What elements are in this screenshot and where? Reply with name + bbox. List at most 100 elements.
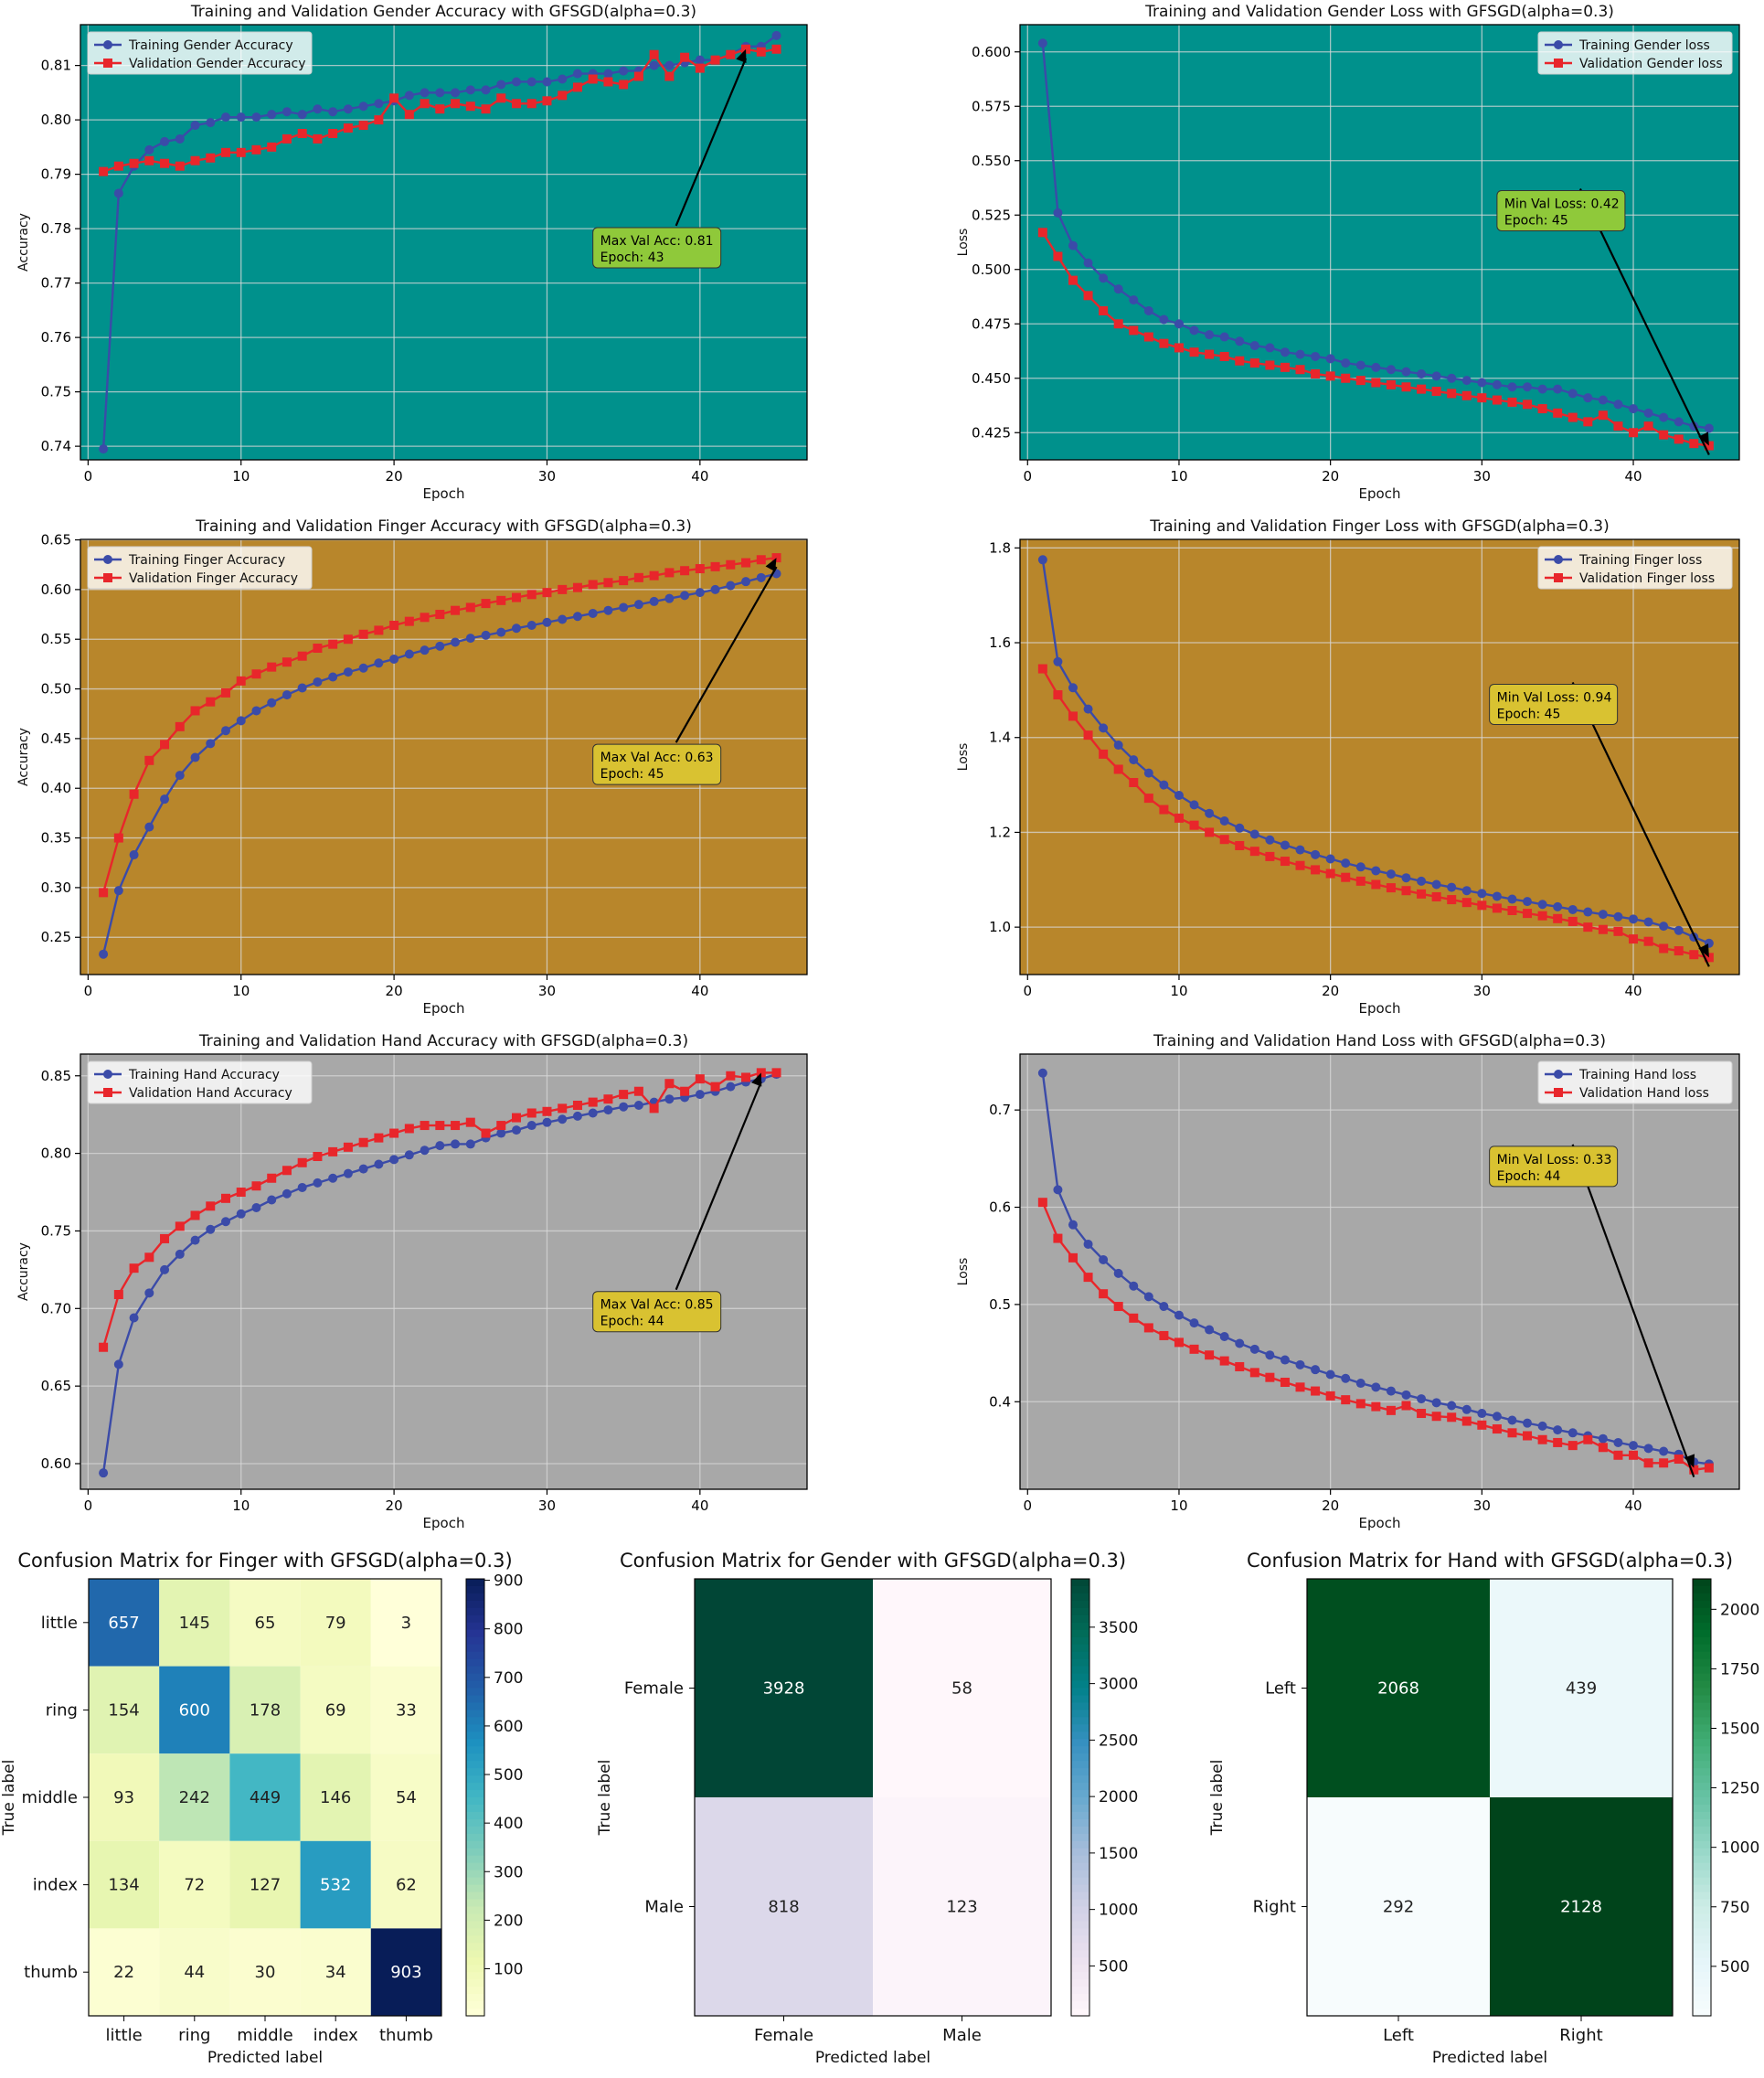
- cm-finger-cell-value: 146: [320, 1788, 351, 1807]
- cm-hand-colorbar-segment: [1693, 1987, 1711, 1995]
- finger-loss-training-point: [1461, 886, 1472, 896]
- gender-acc-validation-point: [267, 142, 277, 152]
- hand-loss-validation-point: [1567, 1441, 1578, 1451]
- cm-gender-colorbar: [1070, 1578, 1090, 2017]
- hand-acc-validation-point: [726, 1071, 736, 1081]
- hand-acc-validation-point: [526, 1108, 537, 1118]
- cm-gender-colorbar-tick-label: 2500: [1099, 1732, 1138, 1750]
- cm-finger-colorbar-segment: [466, 1994, 484, 2002]
- cm-finger-xtick-label: middle: [237, 2026, 292, 2045]
- hand-loss-validation-point: [1219, 1356, 1229, 1366]
- gender-loss-training-point: [1311, 351, 1321, 361]
- finger-loss-annotation-line2: Epoch: 45: [1497, 707, 1561, 721]
- hand-acc-xtick-label: 20: [386, 1497, 403, 1514]
- gender-loss-training-point: [1492, 379, 1502, 389]
- cm-finger-cell: [159, 1928, 230, 2016]
- gender-loss-validation-point: [1598, 410, 1608, 421]
- finger-loss-xtick-label: 10: [1170, 983, 1187, 999]
- hand-loss-validation-point: [1613, 1450, 1623, 1460]
- hand-loss-training-point: [1386, 1386, 1396, 1396]
- finger-acc-legend-label: Validation Finger Accuracy: [129, 571, 298, 586]
- cm-hand-cell-value: 2068: [1377, 1679, 1419, 1699]
- finger-loss-validation-point: [1659, 943, 1669, 954]
- finger-loss-validation-point: [1567, 916, 1578, 926]
- gender-loss-xlabel: Epoch: [1359, 485, 1401, 502]
- hand-loss-validation-point: [1113, 1302, 1123, 1312]
- cm-finger-ytick-label: index: [33, 1876, 79, 1895]
- gender-loss-training-point: [1325, 354, 1335, 364]
- cm-finger-xtick-label: thumb: [379, 2026, 433, 2045]
- hand-acc-legend-label: Training Hand Accuracy: [128, 1068, 280, 1082]
- finger-acc-validation-point: [175, 721, 185, 731]
- finger-loss-training-point: [1219, 816, 1229, 826]
- finger-acc-training-point: [526, 621, 537, 631]
- finger-loss-training-point: [1523, 897, 1533, 907]
- finger-loss-validation-point: [1083, 730, 1093, 741]
- gender-loss-training-point: [1159, 314, 1169, 325]
- gender-loss-training-point: [1129, 295, 1139, 305]
- cm-gender-colorbar-segment: [1071, 1651, 1089, 1660]
- hand-loss-validation-point: [1311, 1386, 1321, 1396]
- finger-loss-ylabel: Loss: [956, 743, 971, 772]
- gender-acc-ylabel: Accuracy: [16, 213, 31, 272]
- gender-acc-annotation-arrowhead: [736, 48, 747, 64]
- gender-loss-validation-point: [1553, 408, 1563, 418]
- finger-loss-training-point: [1447, 882, 1457, 892]
- cm-hand-frame: [1306, 1578, 1674, 2017]
- gender-acc-validation-point: [695, 63, 705, 73]
- cm-gender-colorbar-segment: [1071, 1987, 1089, 1995]
- hand-acc-validation-point: [695, 1074, 705, 1084]
- gender-acc-training-point: [144, 144, 154, 155]
- finger-acc-validation-point: [558, 584, 568, 594]
- finger-acc-xtick-label: 10: [232, 983, 250, 999]
- finger-acc-validation-point: [572, 582, 582, 592]
- cm-finger-cell: [229, 1579, 301, 1667]
- gender-loss-training-point: [1583, 393, 1593, 403]
- hand-loss-training-point: [1280, 1355, 1290, 1365]
- cm-finger-colorbar-segment: [466, 1732, 484, 1740]
- cm-finger-colorbar-segment: [466, 1739, 484, 1747]
- cm-finger-colorbar-segment: [466, 1928, 484, 1936]
- cm-gender-colorbar-segment: [1071, 1710, 1089, 1718]
- finger-acc-validation-point: [619, 576, 629, 586]
- finger-loss-validation-point: [1629, 934, 1639, 944]
- gender-acc-training-point: [282, 107, 292, 117]
- cm-gender-colorbar-segment: [1071, 1950, 1089, 1958]
- cm-finger-cell: [300, 1579, 371, 1667]
- finger-loss-validation-point: [1598, 924, 1608, 934]
- cm-hand-colorbar-segment: [1693, 1585, 1711, 1594]
- cm-gender-colorbar-segment: [1071, 1783, 1089, 1791]
- cm-finger-cell-value: 33: [396, 1700, 417, 1720]
- gender-acc-xtick-label: 10: [232, 468, 250, 485]
- hand-loss-validation-point: [1295, 1382, 1305, 1392]
- finger-loss-plot-area: [1020, 539, 1739, 975]
- hand-acc-ytick-label: 0.75: [41, 1222, 71, 1239]
- cm-finger-ytick-label: ring: [46, 1700, 78, 1720]
- cm-gender-colorbar-segment: [1071, 1884, 1089, 1893]
- hand-loss-validation-point: [1341, 1395, 1351, 1405]
- gender-acc-validation-point: [649, 49, 659, 59]
- finger-loss-validation-point: [1053, 690, 1063, 700]
- gender-loss-training-point: [1265, 343, 1275, 353]
- cm-finger-cell-value: 72: [184, 1876, 205, 1895]
- gender-loss-legend-marker: [1554, 40, 1563, 49]
- finger-loss-training-point: [1159, 780, 1169, 790]
- finger-acc-ytick-label: 0.30: [41, 879, 71, 896]
- hand-acc-training-point: [526, 1121, 537, 1131]
- hand-acc-training-point: [99, 1468, 109, 1478]
- hand-loss-validation-point: [1598, 1443, 1608, 1453]
- gender-loss-validation-point: [1477, 393, 1487, 403]
- finger-acc-xtick-label: 0: [84, 983, 93, 999]
- finger-acc-xtick-label: 20: [386, 983, 403, 999]
- cm-hand-colorbar-segment: [1693, 1717, 1711, 1725]
- cm-finger-colorbar-segment: [466, 1972, 484, 1980]
- cm-gender-colorbar-segment: [1071, 1862, 1089, 1871]
- finger-loss-training-point: [1553, 901, 1563, 911]
- finger-loss-ytick-label: 1.0: [989, 919, 1011, 935]
- gender-loss-training-point: [1295, 349, 1305, 359]
- gender-acc-training-point: [572, 69, 582, 79]
- hand-acc-training-point: [328, 1173, 338, 1183]
- finger-acc-training-point: [451, 637, 461, 647]
- finger-loss-training-point: [1629, 914, 1639, 924]
- finger-loss-validation-point: [1461, 898, 1472, 908]
